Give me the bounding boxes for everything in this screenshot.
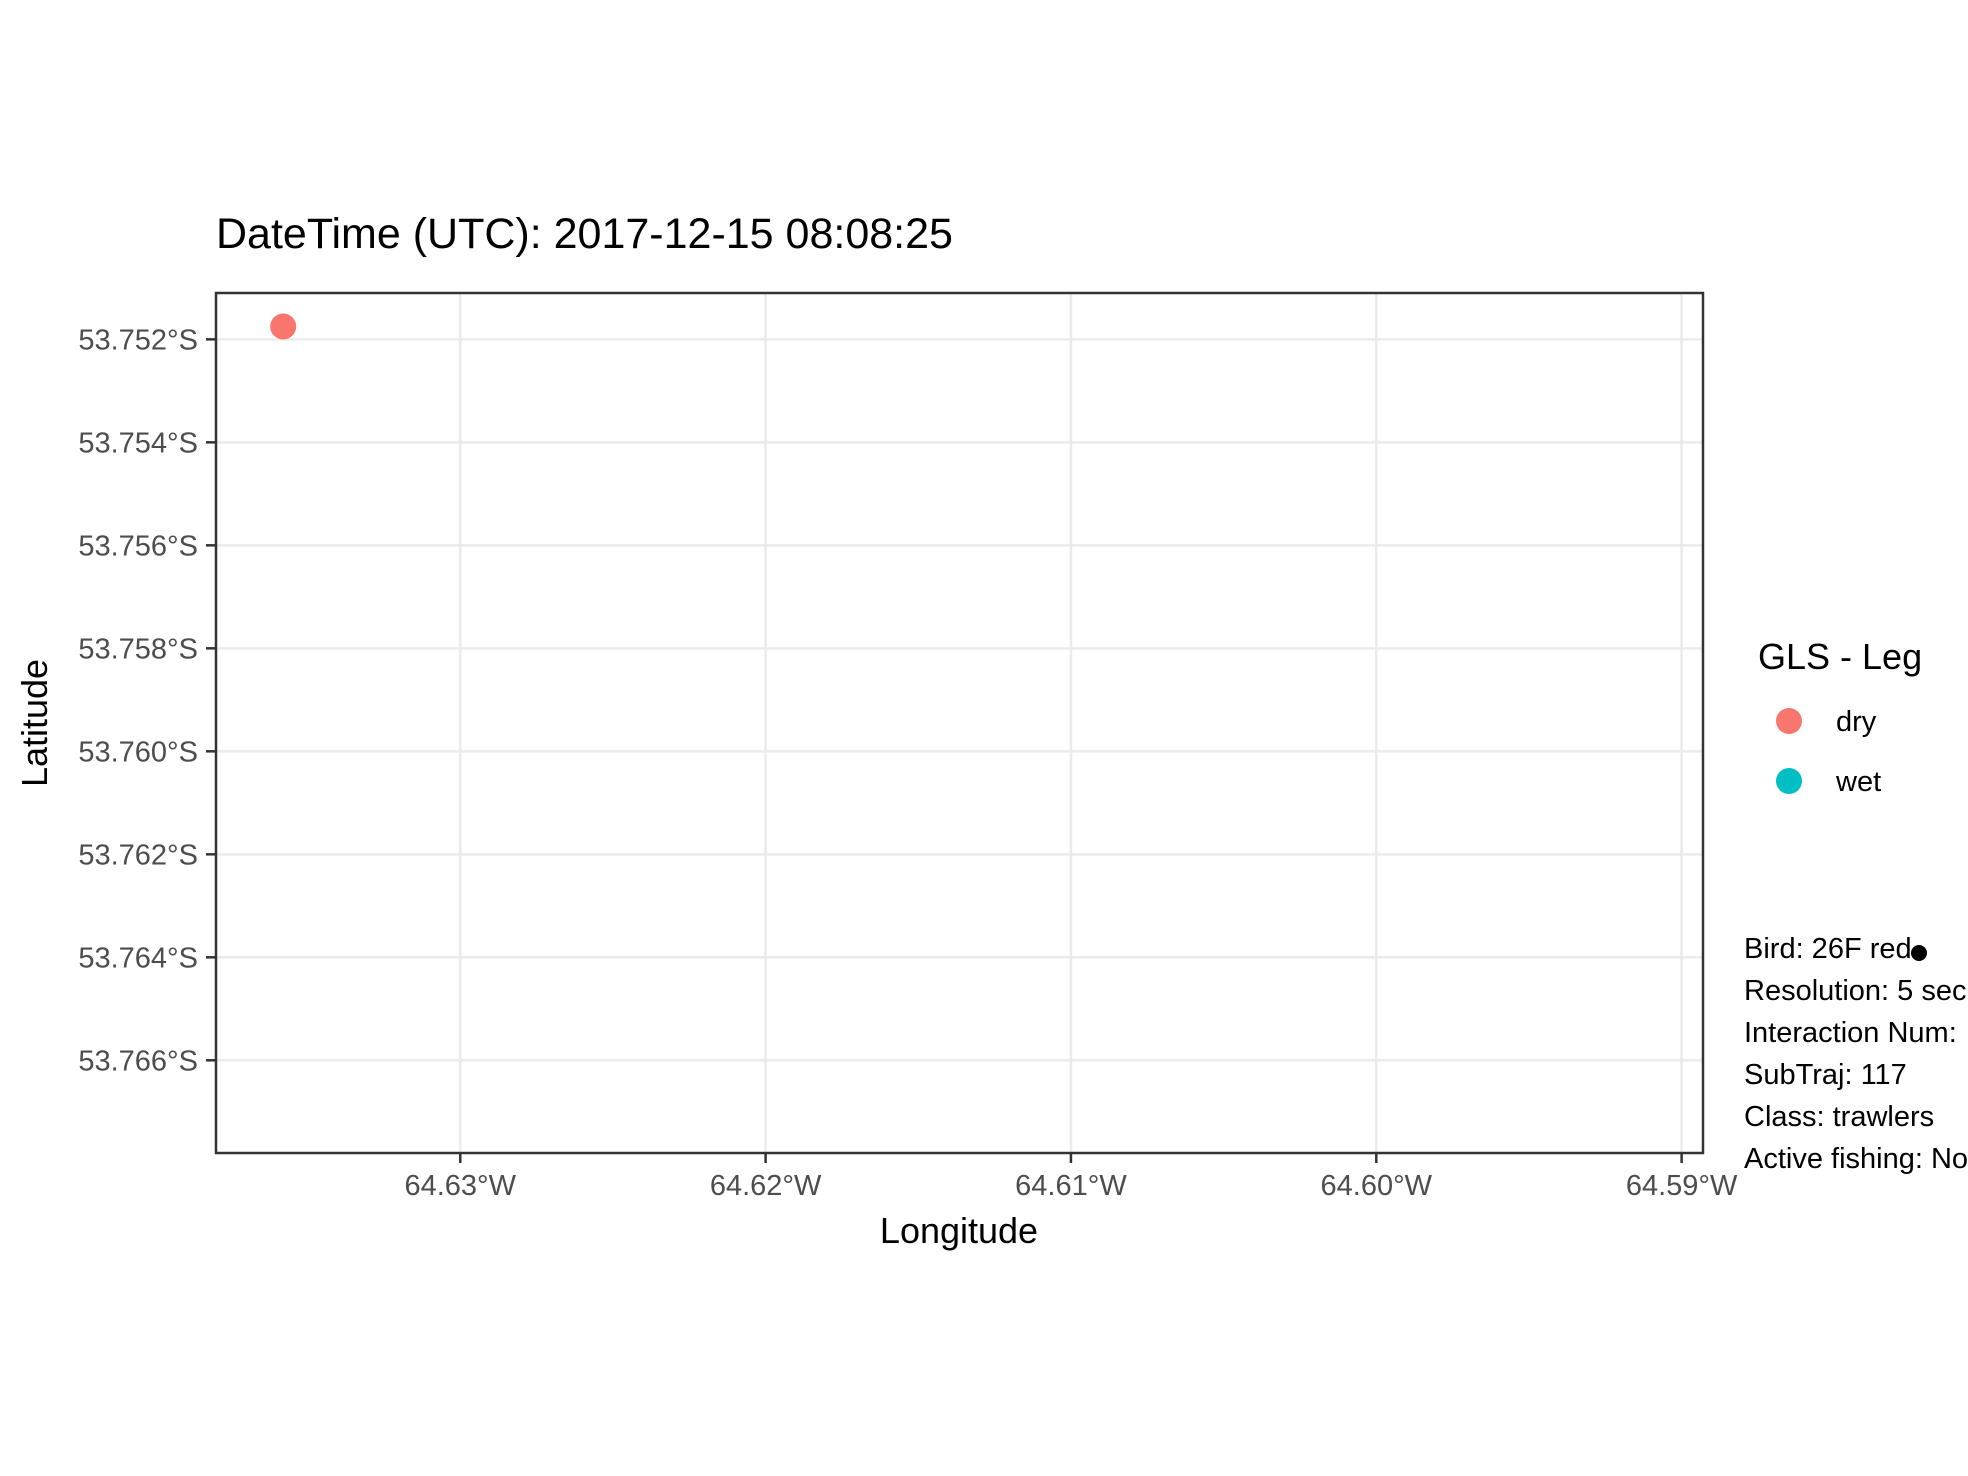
legend-label-dry: dry <box>1836 706 1877 738</box>
info-line: Class: trawlers <box>1744 1101 1934 1133</box>
y-tick-label: 53.764°S <box>78 942 198 974</box>
info-line: Interaction Num: <box>1744 1017 1957 1049</box>
y-tick-label: 53.756°S <box>78 530 198 562</box>
legend-key-wet <box>1776 768 1802 794</box>
info-annotation: Bird: 26F red Resolution: 5 sec Interactio… <box>1744 933 1968 1175</box>
x-tick-label: 64.61°W <box>1015 1170 1127 1202</box>
x-tick-label: 64.60°W <box>1321 1170 1433 1202</box>
y-tick-label: 53.752°S <box>78 324 198 356</box>
y-axis: 53.752°S 53.754°S 53.756°S 53.758°S 53.760°S… <box>78 324 216 1077</box>
legend: GLS - Leg dry wet <box>1758 636 1922 798</box>
legend-key-dry <box>1776 708 1802 734</box>
x-axis-title: Longitude <box>880 1210 1038 1251</box>
vessel-point <box>1911 945 1927 961</box>
info-line: Resolution: 5 sec <box>1744 975 1966 1007</box>
plot-panel <box>214 291 1705 1155</box>
legend-title: GLS - Leg <box>1758 636 1922 677</box>
y-tick-label: 53.758°S <box>78 633 198 665</box>
x-tick-label: 64.63°W <box>404 1170 516 1202</box>
y-tick-label: 53.754°S <box>78 427 198 459</box>
y-tick-label: 53.766°S <box>78 1045 198 1077</box>
y-tick-label: 53.762°S <box>78 839 198 871</box>
chart-title: DateTime (UTC): 2017-12-15 08:08:25 <box>216 210 953 258</box>
info-line: SubTraj: 117 <box>1744 1059 1907 1091</box>
y-axis-title: Latitude <box>14 659 55 787</box>
x-tick-label: 64.59°W <box>1626 1170 1738 1202</box>
data-points <box>270 313 297 340</box>
x-axis: 64.63°W 64.62°W 64.61°W 64.60°W 64.59°W <box>404 1153 1738 1202</box>
legend-entries: dry wet <box>1776 706 1881 798</box>
legend-label-wet: wet <box>1835 766 1881 798</box>
point-dry <box>270 313 297 340</box>
x-tick-label: 64.62°W <box>710 1170 822 1202</box>
gridlines <box>216 293 1703 1153</box>
info-line: Active fishing: No <box>1744 1143 1968 1175</box>
vessel-marker <box>1911 945 1927 961</box>
info-line: Bird: 26F red <box>1744 933 1912 965</box>
y-tick-label: 53.760°S <box>78 736 198 768</box>
